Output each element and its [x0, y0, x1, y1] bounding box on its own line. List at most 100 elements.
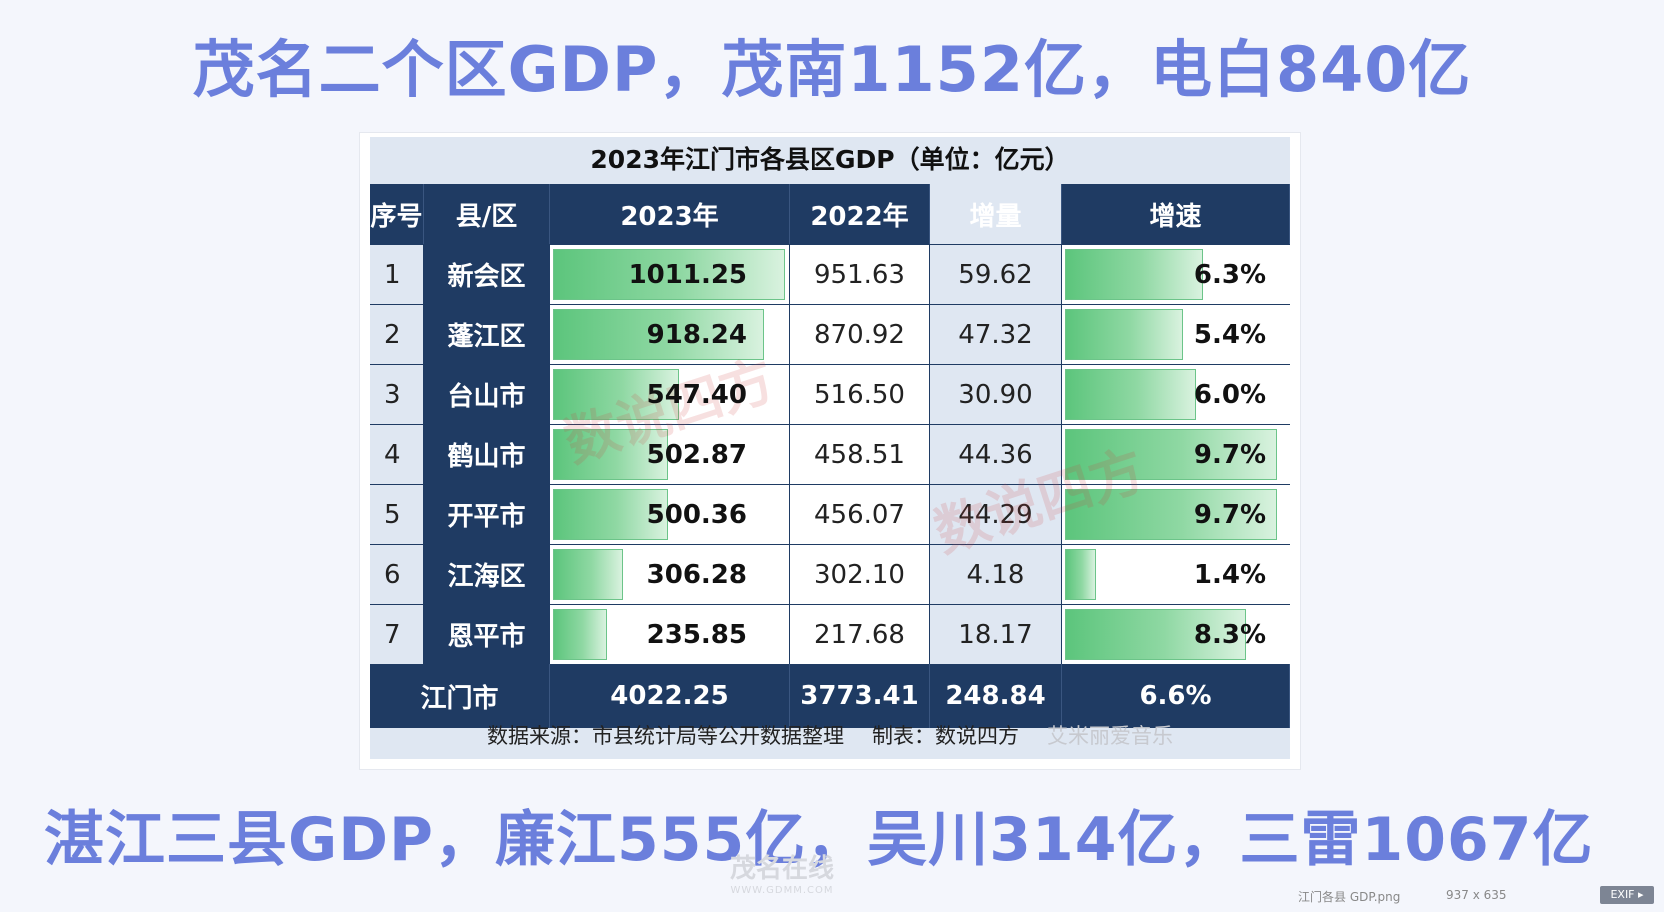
row-increase: 44.29: [930, 485, 1062, 544]
row-2023-cell: 1011.25: [550, 245, 790, 304]
row-rate-value: 9.7%: [1193, 439, 1266, 470]
row-rate-cell: 5.4%: [1062, 305, 1290, 364]
gdp-2023-bar: [553, 489, 668, 540]
row-rate-value: 9.7%: [1193, 499, 1266, 530]
total-2022: 3773.41: [790, 664, 930, 728]
row-rate-cell: 6.0%: [1062, 365, 1290, 424]
row-increase: 30.90: [930, 365, 1062, 424]
row-rate-value: 8.3%: [1193, 619, 1266, 650]
growth-rate-bar: [1065, 249, 1203, 300]
row-rate-cell: 6.3%: [1062, 245, 1290, 304]
header-index: 序号: [370, 184, 424, 244]
gdp-2023-bar: [553, 249, 785, 300]
row-2023-value: 502.87: [646, 439, 747, 470]
row-index: 7: [370, 605, 424, 664]
header-2023: 2023年: [550, 184, 790, 244]
growth-rate-bar: [1065, 369, 1196, 420]
row-2023-cell: 502.87: [550, 425, 790, 484]
table-footer: 数据来源：市县统计局等公开数据整理 制表：数说四方 艾米丽爱音乐: [370, 711, 1290, 759]
total-2023: 4022.25: [550, 664, 790, 728]
header-2022: 2022年: [790, 184, 930, 244]
row-2023-value: 918.24: [646, 319, 747, 350]
row-index: 3: [370, 365, 424, 424]
total-growth-rate: 6.6%: [1062, 664, 1290, 728]
row-increase: 44.36: [930, 425, 1062, 484]
table-row: 7 恩平市 235.85 217.68 18.17 8.3%: [370, 604, 1290, 664]
row-county: 鹤山市: [424, 425, 550, 484]
row-county: 江海区: [424, 545, 550, 604]
row-2023-cell: 500.36: [550, 485, 790, 544]
row-2023-cell: 235.85: [550, 605, 790, 664]
row-2022: 456.07: [790, 485, 930, 544]
gdp-2023-bar: [553, 309, 764, 360]
status-dimensions: 937 x 635: [1446, 888, 1507, 902]
header-growth-rate: 增速: [1062, 184, 1290, 244]
gdp-2023-bar: [553, 549, 623, 600]
footer-source: 数据来源：市县统计局等公开数据整理: [487, 724, 844, 748]
exif-button[interactable]: EXIF ▸: [1600, 886, 1654, 904]
growth-rate-bar: [1065, 549, 1096, 600]
row-2023-value: 1011.25: [628, 259, 747, 290]
site-logo: 茂名在线 WWW.GDMM.COM: [730, 856, 834, 902]
row-rate-cell: 1.4%: [1062, 545, 1290, 604]
total-increase: 248.84: [930, 664, 1062, 728]
row-index: 6: [370, 545, 424, 604]
row-increase: 18.17: [930, 605, 1062, 664]
row-county: 恩平市: [424, 605, 550, 664]
row-2023-value: 306.28: [646, 559, 747, 590]
table-header-row: 序号 县/区 2023年 2022年 增量 增速: [370, 184, 1290, 244]
table-row: 4 鹤山市 502.87 458.51 44.36 9.7%: [370, 424, 1290, 484]
row-index: 1: [370, 245, 424, 304]
row-2023-cell: 547.40: [550, 365, 790, 424]
row-index: 2: [370, 305, 424, 364]
table-total-row: 江门市 4022.25 3773.41 248.84 6.6%: [370, 664, 1290, 728]
site-logo-text: 茂名在线: [730, 854, 835, 884]
gdp-table: 2023年江门市各县区GDP（单位：亿元） 序号 县/区 2023年 2022年…: [370, 137, 1290, 759]
row-rate-value: 1.4%: [1193, 559, 1266, 590]
row-rate-value: 6.0%: [1193, 379, 1266, 410]
table-row: 5 开平市 500.36 456.07 44.29 9.7%: [370, 484, 1290, 544]
row-2023-cell: 306.28: [550, 545, 790, 604]
table-row: 3 台山市 547.40 516.50 30.90 6.0%: [370, 364, 1290, 424]
row-rate-value: 5.4%: [1193, 319, 1266, 350]
row-county: 蓬江区: [424, 305, 550, 364]
row-increase: 4.18: [930, 545, 1062, 604]
total-name: 江门市: [370, 664, 550, 728]
row-rate-cell: 9.7%: [1062, 485, 1290, 544]
growth-rate-bar: [1065, 309, 1183, 360]
row-rate-cell: 9.7%: [1062, 425, 1290, 484]
footer-watermark: 艾米丽爱音乐: [1047, 724, 1173, 748]
footer-maker: 制表：数说四方: [872, 724, 1019, 748]
row-2022: 951.63: [790, 245, 930, 304]
growth-rate-bar: [1065, 429, 1277, 480]
site-url: WWW.GDMM.COM: [730, 885, 834, 896]
headline-top: 茂名二个区GDP，茂南1152亿，电白840亿: [192, 33, 1472, 106]
headline-bottom: 湛江三县GDP，廉江555亿，吴川314亿，三雷1067亿: [44, 805, 1594, 875]
growth-rate-bar: [1065, 609, 1246, 660]
row-rate-value: 6.3%: [1193, 259, 1266, 290]
table-row: 6 江海区 306.28 302.10 4.18 1.4%: [370, 544, 1290, 604]
row-index: 4: [370, 425, 424, 484]
gdp-2023-bar: [553, 369, 679, 420]
table-row: 2 蓬江区 918.24 870.92 47.32 5.4%: [370, 304, 1290, 364]
row-2022: 458.51: [790, 425, 930, 484]
table-grid: 序号 县/区 2023年 2022年 增量 增速 1 新会区 1011.25 951.…: [370, 184, 1290, 728]
header-county: 县/区: [424, 184, 550, 244]
row-increase: 47.32: [930, 305, 1062, 364]
header-increase: 增量: [930, 184, 1062, 244]
row-index: 5: [370, 485, 424, 544]
row-2022: 302.10: [790, 545, 930, 604]
row-county: 台山市: [424, 365, 550, 424]
status-filename: 江门各县 GDP.png: [1298, 890, 1401, 904]
row-county: 开平市: [424, 485, 550, 544]
row-2023-value: 547.40: [646, 379, 747, 410]
row-2022: 870.92: [790, 305, 930, 364]
row-2022: 516.50: [790, 365, 930, 424]
table-body: 1 新会区 1011.25 951.63 59.62 6.3% 2 蓬江区 918.24 870.…: [370, 244, 1290, 664]
row-county: 新会区: [424, 245, 550, 304]
gdp-2023-bar: [553, 609, 607, 660]
row-2023-value: 500.36: [646, 499, 747, 530]
row-2022: 217.68: [790, 605, 930, 664]
row-rate-cell: 8.3%: [1062, 605, 1290, 664]
row-2023-value: 235.85: [646, 619, 747, 650]
